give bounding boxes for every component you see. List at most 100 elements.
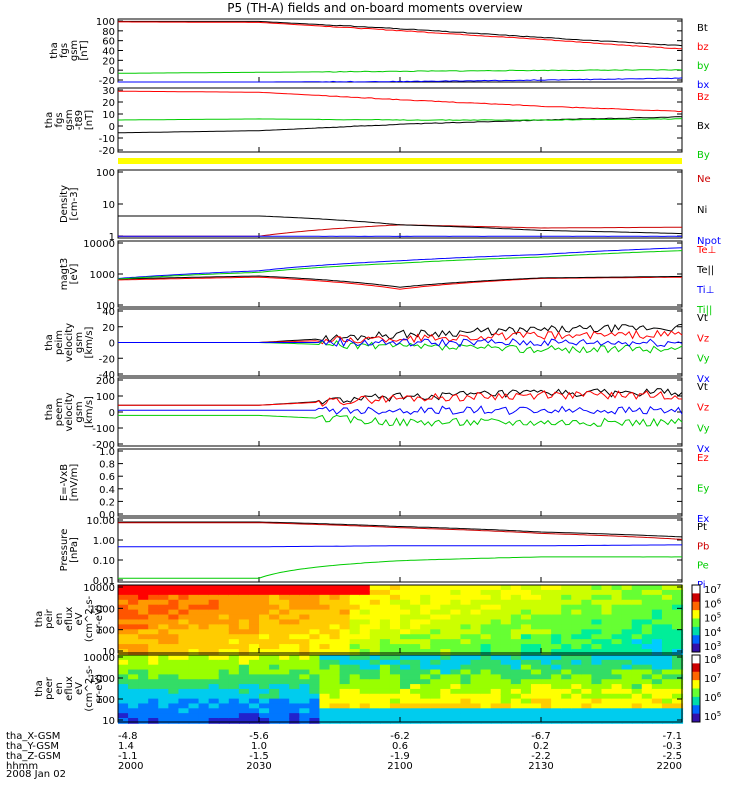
heatmap-cell <box>238 703 250 710</box>
heatmap-cell <box>440 585 452 591</box>
legend-by: By <box>697 150 710 161</box>
heatmap-cell <box>329 644 341 650</box>
heatmap-cell <box>601 589 613 596</box>
heatmap-cell <box>490 703 502 710</box>
heatmap-cell <box>672 693 684 700</box>
heatmap-cell <box>269 639 281 646</box>
heatmap-cell <box>118 614 130 621</box>
heatmap-cell <box>228 644 240 650</box>
heatmap-cell <box>168 604 180 611</box>
heatmap-cell <box>329 664 341 671</box>
heatmap-cell <box>661 599 673 606</box>
heatmap-cell <box>672 599 684 606</box>
heatmap-cell <box>440 674 452 681</box>
heatmap-cell <box>178 624 190 631</box>
heatmap-cell <box>581 674 593 681</box>
heatmap-cell <box>178 708 190 715</box>
heatmap-cell <box>148 644 160 650</box>
heatmap-cell <box>269 659 281 666</box>
heatmap-cell <box>601 688 613 695</box>
heatmap-cell <box>188 655 200 661</box>
heatmap-cell <box>188 708 200 715</box>
heatmap-cell <box>208 659 220 666</box>
legend-pi: Pi <box>697 580 706 591</box>
heatmap-cell <box>410 619 422 626</box>
heatmap-cell <box>389 698 402 705</box>
heatmap-cell <box>450 649 462 655</box>
heatmap-cell <box>661 609 673 616</box>
heatmap-cell <box>631 599 643 606</box>
heatmap-cell <box>400 693 412 700</box>
heatmap-cell <box>218 634 230 641</box>
series-line-by <box>118 69 683 74</box>
heatmap-cell <box>641 614 653 621</box>
heatmap-cell <box>621 585 633 591</box>
heatmap-cell <box>611 639 623 646</box>
heatmap-cell <box>208 609 220 616</box>
heatmap-cell <box>450 669 462 676</box>
heatmap-cell <box>128 644 140 650</box>
heatmap-cell <box>389 599 402 606</box>
heatmap-cell <box>541 713 553 719</box>
heatmap-cell <box>248 713 261 719</box>
heatmap-cell <box>480 693 492 700</box>
heatmap-cell <box>329 713 341 719</box>
heatmap-cell <box>339 664 351 671</box>
heatmap-cell <box>631 609 643 616</box>
colorbar-band <box>692 626 700 636</box>
heatmap-cell <box>510 609 522 616</box>
heatmap-cell <box>631 718 643 724</box>
heatmap-cell <box>279 664 291 671</box>
heatmap-cell <box>369 634 381 641</box>
heatmap-cell <box>520 585 532 591</box>
heatmap-cell <box>480 629 492 636</box>
heatmap-cell <box>571 604 583 611</box>
heatmap-cell <box>238 659 250 666</box>
heatmap-cell <box>319 669 331 676</box>
heatmap-cell <box>148 659 160 666</box>
heatmap-cell <box>480 604 492 611</box>
heatmap-cell <box>551 624 563 631</box>
heatmap-cell <box>389 674 402 681</box>
heatmap-cell <box>460 594 472 601</box>
heatmap-cell <box>259 604 271 611</box>
heatmap-cell <box>581 684 593 690</box>
heatmap-cell <box>641 693 653 700</box>
heatmap-cell <box>339 674 351 681</box>
heatmap-cell <box>571 644 583 650</box>
heatmap-cell <box>198 679 210 686</box>
heatmap-cell <box>500 619 512 626</box>
heatmap-cell <box>299 698 311 705</box>
heatmap-cell <box>158 659 170 666</box>
heatmap-cell <box>309 713 321 719</box>
heatmap-cell <box>520 669 532 676</box>
heatmap-cell <box>440 609 452 616</box>
heatmap-cell <box>389 718 402 724</box>
heatmap-cell <box>178 669 190 676</box>
heatmap-cell <box>269 649 281 655</box>
heatmap-cell <box>188 693 200 700</box>
heatmap-cell <box>299 594 311 601</box>
heatmap-cell <box>198 688 210 695</box>
heatmap-cell <box>118 629 130 636</box>
heatmap-cell <box>621 619 633 626</box>
heatmap-cell <box>339 589 351 596</box>
series-line-bz <box>118 21 683 50</box>
heatmap-cell <box>470 718 482 724</box>
heatmap-cell <box>551 659 563 666</box>
heatmap-cell <box>208 644 220 650</box>
heatmap-cell <box>470 698 482 705</box>
legend-vz: Vz <box>697 403 709 414</box>
heatmap-cell <box>530 713 543 719</box>
heatmap-cell <box>470 619 482 626</box>
heatmap-cell <box>530 589 543 596</box>
heatmap-cell <box>228 634 240 641</box>
heatmap-cell <box>138 614 150 621</box>
heatmap-cell <box>651 629 663 636</box>
heatmap-cell <box>168 589 180 596</box>
heatmap-cell <box>430 708 442 715</box>
heatmap-cell <box>168 599 180 606</box>
heatmap-cell <box>581 634 593 641</box>
heatmap-cell <box>188 659 200 666</box>
heatmap-cell <box>591 698 603 705</box>
